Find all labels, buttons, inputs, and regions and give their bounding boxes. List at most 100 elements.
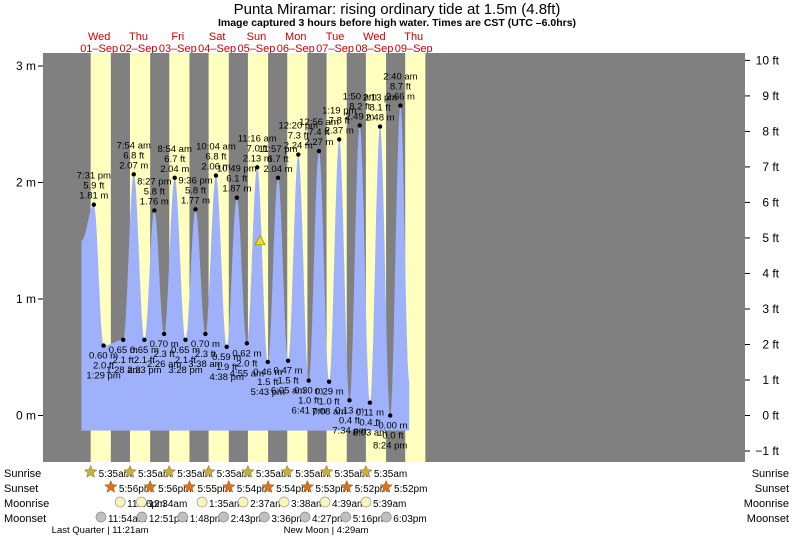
low-tide-point [387,413,393,418]
tide-extremes-layer: 7:31 pm5.9 ft1.81 m0.60 m2.0 ft1:29 pm0.… [77,72,418,452]
day-name: Tue [326,31,345,43]
low-tide-label: −0.0 ft [377,431,404,442]
low-tide-label: 7:08 am [312,407,346,418]
right-axis-tick-label: 0 ft [762,409,779,423]
low-tide-label: 0.4 ft [359,418,380,429]
right-axis-tick-label: 8 ft [762,124,779,138]
low-tide-label: 0.60 m [89,351,118,362]
high-tide-label: 8:27 pm [137,176,171,187]
high-tide-point [275,175,281,181]
row-labels-right: Sunrise Sunset Moonrise Moonset [744,468,789,525]
high-tide-label: 5.8 ft [185,185,206,196]
sunrise-star-icon [83,464,98,478]
high-tide-label: 7.8 ft [329,115,350,126]
high-tide-label: 10:04 am [196,142,236,153]
high-tide-label: 2.27 m [304,137,333,148]
high-tide-label: 11:57 pm [259,144,298,155]
high-tide-label: 2:13 pm [363,93,397,104]
row-labels-left: Sunrise Sunset Moonrise Moonset [4,468,49,525]
high-tide-label: 7.3 ft [288,131,309,142]
sunrise-star-icon [162,464,177,478]
sunset-time: 5:52pm [394,484,427,495]
low-tide-point [101,343,106,348]
sunrise-star-icon [359,464,373,478]
low-tide-point [203,331,208,337]
high-tide-label: 8.1 ft [369,103,390,114]
low-tide-label: 0.65 m [130,345,159,356]
high-tide-label: 1:50 am [343,91,377,102]
right-axis-tick-label: 5 ft [762,231,779,245]
moonrise-time: 4:39am [332,499,365,510]
moonset-time: 1:48pm [190,514,223,525]
low-tide-point [265,359,271,365]
low-tide-label: 4:38 pm [210,372,244,383]
low-tide-label: 1.0 ft [319,397,340,408]
sunrise-star-icon [280,464,295,478]
low-tide-label: 1.5 ft [277,376,298,387]
high-tide-point [255,165,260,170]
high-tide-point [357,123,362,128]
right-axis-tick-label: 7 ft [762,160,779,174]
high-tide-label: 10:49 pm [217,164,257,175]
high-tide-label: 2:40 am [383,72,417,83]
low-tide-label: 2.0 ft [93,361,114,372]
high-tide-point [213,173,219,178]
moonrise-icon [319,496,331,508]
high-tide-point [91,202,97,207]
right-axis-tick-label: 9 ft [762,89,779,103]
high-tide-label: 5.8 ft [144,186,165,197]
day-name: Fri [171,31,184,43]
high-tide-label: 1.77 m [181,195,210,206]
high-tide-label: 2.13 m [243,153,272,164]
moonset-icon [258,511,270,523]
chart-title: Punta Miramar: rising ordinary tide at 1… [234,1,561,18]
sunset-time: 5:52pm [355,484,388,495]
high-tide-point [377,124,383,129]
sunset-star-icon [143,479,157,493]
low-tide-label: 0.70 m [150,339,179,350]
high-tide-point [316,148,322,154]
high-tide-label: 8.7 ft [390,82,411,93]
low-tide-label: 4:55 am [230,368,264,379]
moonset-time: 2:43pm [231,514,264,525]
low-tide-label: 1:28 am [106,365,140,376]
sunset-time: 5:56pm [119,484,152,495]
sunset-time: 5:56pm [158,484,191,495]
left-axis-tick-label: 3 m [16,59,36,73]
day-header: Wed01–SepThu02–SepFri03–SepSat04–SepSun0… [80,31,432,55]
high-tide-label: 8.2 ft [349,101,370,112]
day-name: Sat [209,31,226,43]
low-tide-label: 0.59 m [212,352,241,363]
low-tide-point [224,344,229,349]
low-tide-point [326,379,332,384]
high-tide-label: 2.49 m [345,111,374,122]
low-tide-label: 0.13 m [335,405,364,416]
right-axis-tick-label: 6 ft [762,195,779,209]
moonset-icon [340,511,352,523]
sunset-star-icon [182,479,197,493]
sunset-row-label-right: Sunset [755,483,789,495]
sunrise-time: 5:35am [295,469,328,480]
moon-phase-label: New Moon | 4:29am [284,525,369,536]
tide-area [81,105,410,431]
high-tide-point [193,207,198,212]
moonrise-time: 5:39am [373,499,406,510]
low-tide-point [244,341,250,346]
low-tide-point [347,398,352,403]
high-tide-label: 2.07 m [119,160,148,171]
high-tide-label: 2.04 m [263,164,292,175]
right-axis-tick-label: 1 ft [762,373,779,387]
high-tide-point [337,137,342,142]
low-tide-label: 1:29 pm [86,371,120,382]
high-tide-label: 12:56 am [299,117,339,128]
day-date: 09–Sep [395,43,433,55]
tide-area-layer [81,105,410,431]
moonset-time: 4:27pm [312,514,345,525]
sunrise-star-icon [201,464,216,478]
high-tide-label: 1:19 pm [322,105,356,116]
sunset-time: 5:54pm [237,484,270,495]
low-tide-label: 0.46 m [253,367,282,378]
day-name: Mon [285,31,306,43]
low-tide-label: 0.4 ft [339,415,360,426]
sunrise-time: 5:35am [217,469,250,480]
